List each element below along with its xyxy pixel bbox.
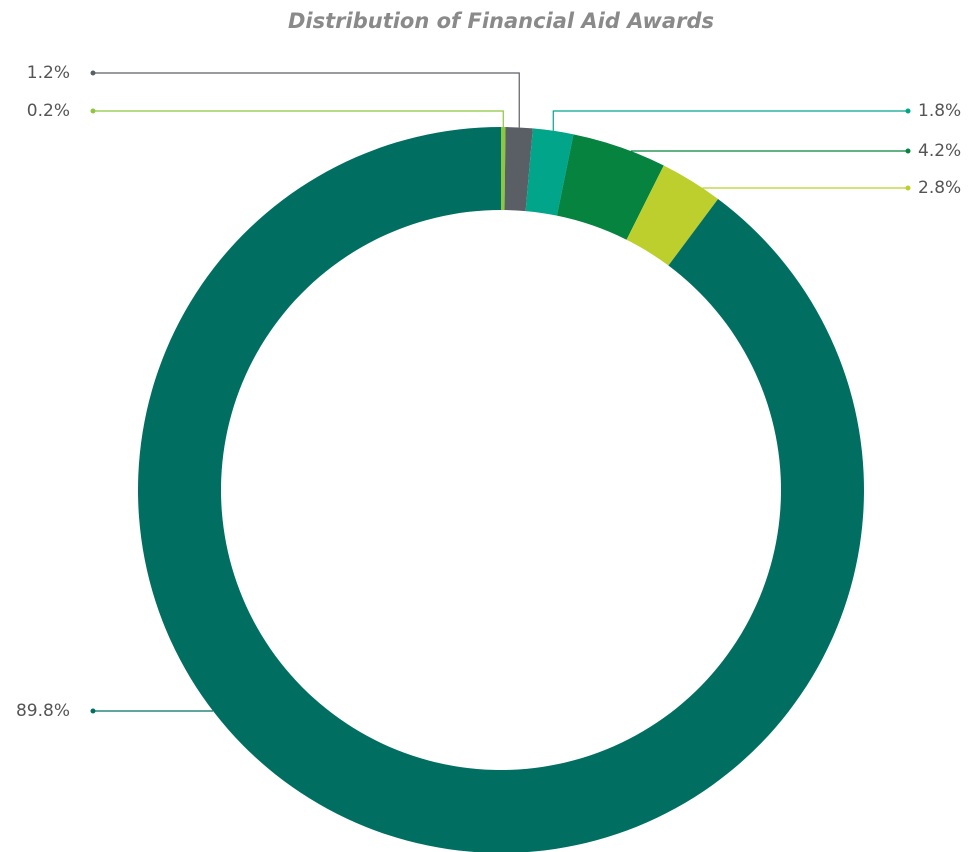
donut-segment [504,127,533,212]
leader-dot [90,70,96,76]
data-label: 89.8% [16,701,70,721]
leader-line [93,72,520,128]
leader-dot [90,108,96,114]
data-label: 1.2% [27,63,70,83]
donut-segment [501,127,506,211]
donut-segment [525,128,574,216]
leader-line [93,110,504,128]
leader-dot [905,108,911,114]
data-label: 2.8% [918,178,961,198]
donut-segment [138,127,864,852]
leader-dot [90,708,96,714]
chart-title: Distribution of Financial Aid Awards [288,9,714,33]
data-label: 0.2% [27,101,70,121]
donut-segment [626,165,719,266]
leader-line [552,110,908,131]
data-label: 1.8% [918,101,961,121]
leader-dot [905,148,911,154]
donut-segment [556,134,664,240]
data-label: 4.2% [918,141,961,161]
leader-dot [905,185,911,191]
